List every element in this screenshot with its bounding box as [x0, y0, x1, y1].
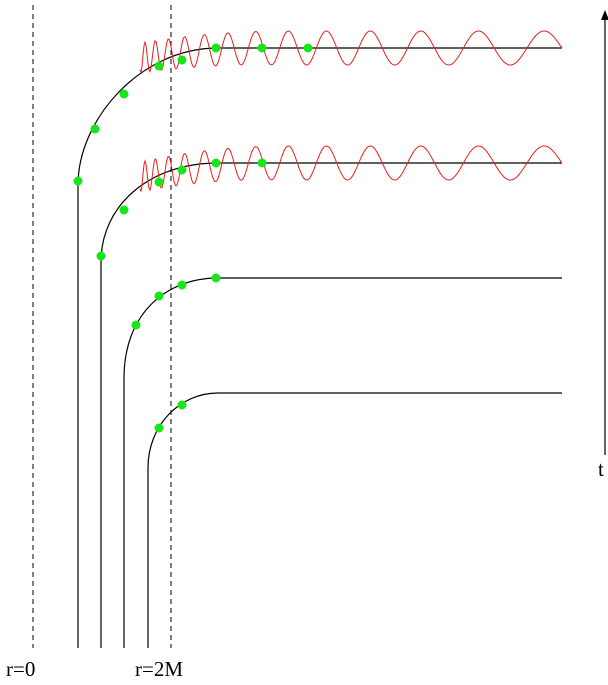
r0-label: r=0 — [6, 657, 35, 681]
time-axis-arrowhead — [601, 10, 608, 20]
marker-dot — [90, 124, 100, 134]
marker-dot — [177, 280, 187, 290]
marker-dot — [131, 320, 141, 330]
marker-dot — [119, 205, 129, 215]
time-axis-label: t — [598, 457, 604, 481]
marker-dot — [303, 43, 313, 53]
marker-dot — [211, 273, 221, 283]
marker-dot — [73, 176, 83, 186]
marker-dot — [177, 165, 187, 175]
markers — [73, 43, 313, 433]
wave-signal-1 — [139, 30, 563, 73]
marker-dot — [257, 43, 267, 53]
marker-dot — [211, 43, 221, 53]
marker-dot — [211, 158, 221, 168]
worldline-1 — [77, 47, 562, 648]
wave-signal-2 — [139, 145, 563, 192]
marker-dot — [257, 158, 267, 168]
marker-dot — [154, 177, 164, 187]
marker-dot — [96, 251, 106, 261]
marker-dot — [177, 55, 187, 65]
worldline-2 — [100, 162, 562, 648]
marker-dot — [154, 291, 164, 301]
marker-dot — [177, 400, 187, 410]
worldline-4 — [147, 392, 562, 648]
marker-dot — [154, 423, 164, 433]
marker-dot — [154, 61, 164, 71]
worldline-3 — [123, 277, 562, 648]
marker-dot — [119, 89, 129, 99]
r2m-label: r=2M — [135, 657, 183, 681]
